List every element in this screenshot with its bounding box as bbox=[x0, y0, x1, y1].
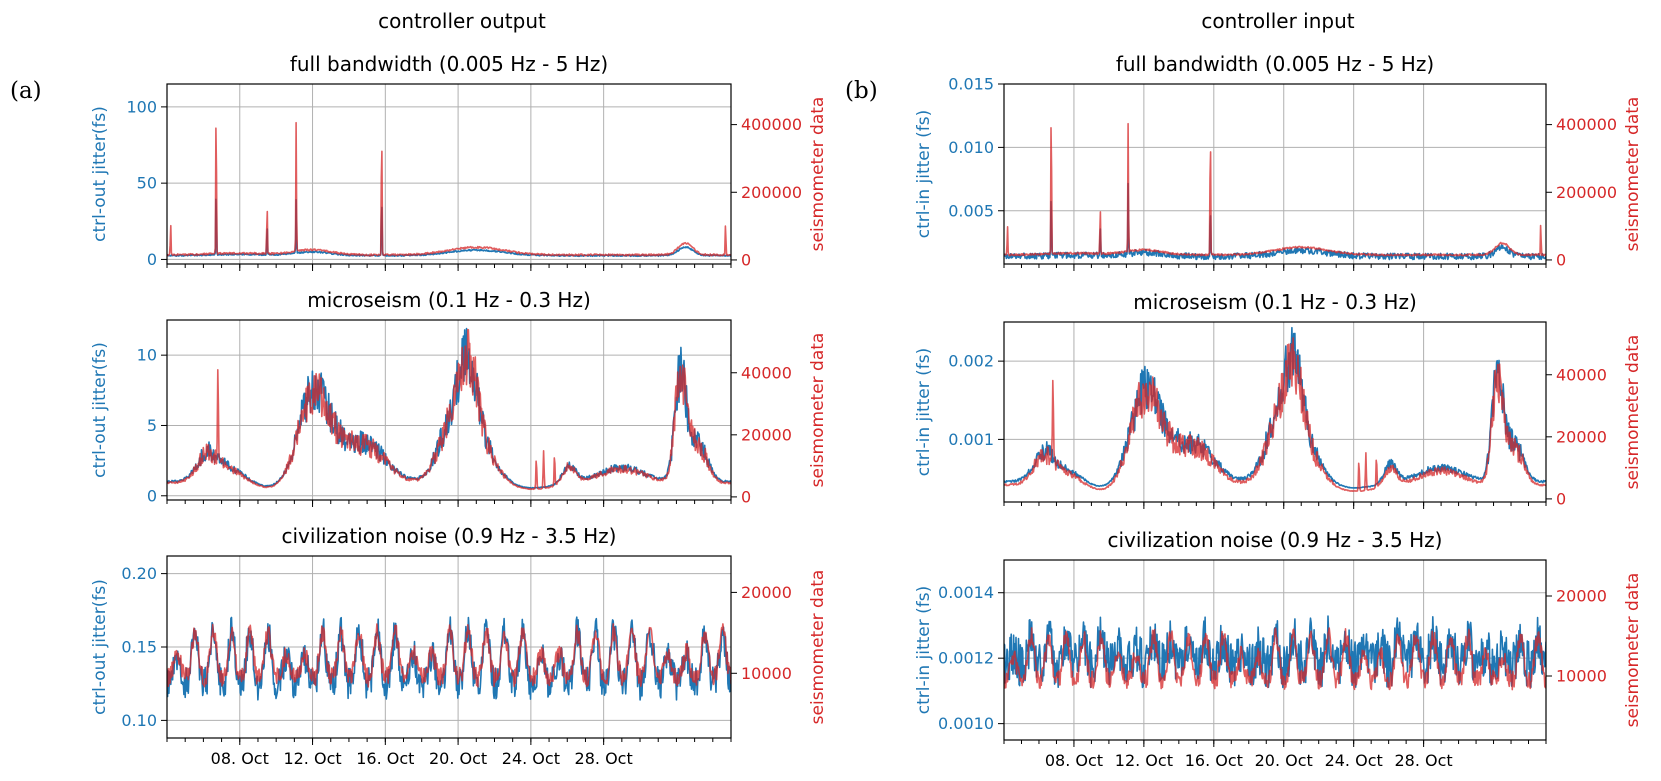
series-line-seismometer bbox=[1004, 627, 1546, 691]
x-tick-label: 28. Oct bbox=[575, 749, 633, 768]
y-left-tick-label: 0.010 bbox=[948, 138, 994, 157]
y-right-tick-label: 0 bbox=[741, 250, 751, 269]
y-left-tick-label: 100 bbox=[126, 97, 157, 116]
axes-frame bbox=[1003, 559, 1547, 741]
y-right-tick-label: 20000 bbox=[741, 583, 792, 602]
y-right-tick-label: 40000 bbox=[741, 363, 792, 382]
y-left-tick-label: 0.002 bbox=[948, 352, 994, 371]
x-tick-label: 24. Oct bbox=[1325, 751, 1383, 770]
axes-frame bbox=[1003, 83, 1547, 265]
chart-a1: full bandwidth (0.005 Hz - 5 Hz) 0 50 100 0 2… bbox=[90, 52, 828, 271]
y-axis-label-left: ctrl-out jitter(fs) bbox=[90, 579, 110, 715]
series-line-seismometer bbox=[167, 328, 731, 491]
y-right-tick-label: 40000 bbox=[1556, 365, 1607, 384]
y-left-tick-label: 0.005 bbox=[948, 201, 994, 220]
axes-frame bbox=[1003, 321, 1547, 503]
x-tick-label: 12. Oct bbox=[283, 749, 341, 768]
series-line-jitter bbox=[1004, 326, 1546, 489]
y-left-tick-label: 0.0012 bbox=[938, 649, 994, 668]
y-axis-label-left: ctrl-out jitter(fs) bbox=[90, 342, 110, 478]
y-axis-label-left: ctrl-in jitter (fs) bbox=[914, 586, 934, 715]
x-tick-label: 16. Oct bbox=[356, 749, 414, 768]
chart-title-b2: microseism (0.1 Hz - 0.3 Hz) bbox=[1133, 290, 1417, 314]
y-left-tick-label: 0.0010 bbox=[938, 714, 994, 733]
y-left-tick-label: 0.001 bbox=[948, 430, 994, 449]
column-title-input: controller input bbox=[1201, 9, 1354, 33]
y-axis-label-right: seismometer data bbox=[808, 333, 828, 488]
y-left-tick-label: 10 bbox=[137, 346, 157, 365]
plot-area: full bandwidth (0.005 Hz - 5 Hz)05010002… bbox=[90, 52, 1643, 770]
y-left-tick-label: 50 bbox=[137, 174, 157, 193]
y-left-tick-label: 0.0014 bbox=[938, 583, 994, 602]
panel-label-b: (b) bbox=[845, 78, 878, 104]
y-right-tick-label: 400000 bbox=[1556, 115, 1617, 134]
series-line-jitter bbox=[1004, 182, 1546, 261]
x-tick-label: 20. Oct bbox=[1255, 751, 1313, 770]
chart-b3: civilization noise (0.9 Hz - 3.5 Hz) 08. … bbox=[914, 528, 1643, 770]
y-right-tick-label: 200000 bbox=[741, 183, 802, 202]
chart-title-a1: full bandwidth (0.005 Hz - 5 Hz) bbox=[290, 52, 608, 76]
y-right-tick-label: 0 bbox=[1556, 489, 1566, 508]
y-left-tick-label: 0 bbox=[147, 486, 157, 505]
column-title-output: controller output bbox=[378, 9, 546, 33]
chart-title-b3: civilization noise (0.9 Hz - 3.5 Hz) bbox=[1108, 528, 1443, 552]
axes-frame bbox=[166, 555, 732, 739]
series-line-seismometer bbox=[167, 623, 731, 688]
y-axis-label-right: seismometer data bbox=[1623, 573, 1643, 728]
y-left-tick-label: 0.15 bbox=[121, 638, 157, 657]
x-tick-label: 12. Oct bbox=[1115, 751, 1173, 770]
x-tick-label: 08. Oct bbox=[211, 749, 269, 768]
y-left-tick-label: 0.20 bbox=[121, 564, 157, 583]
y-axis-label-right: seismometer data bbox=[808, 570, 828, 725]
y-axis-label-left: ctrl-out jitter(fs) bbox=[90, 106, 110, 242]
chart-a3: civilization noise (0.9 Hz - 3.5 Hz) 08. … bbox=[90, 524, 828, 768]
series-line-seismometer bbox=[167, 121, 731, 257]
y-left-tick-label: 0.10 bbox=[121, 711, 157, 730]
panel-label-a: (a) bbox=[10, 78, 42, 104]
axes-frame bbox=[166, 83, 732, 265]
y-right-tick-label: 20000 bbox=[741, 425, 792, 444]
y-right-tick-label: 0 bbox=[741, 487, 751, 506]
series-line-seismometer bbox=[1004, 122, 1546, 257]
y-axis-label-right: seismometer data bbox=[808, 97, 828, 252]
y-axis-label-right: seismometer data bbox=[1623, 97, 1643, 252]
y-right-tick-label: 10000 bbox=[1556, 667, 1607, 686]
y-left-tick-label: 0.015 bbox=[948, 75, 994, 94]
chart-a2: microseism (0.1 Hz - 0.3 Hz) 0 5 10 0 20000 40… bbox=[90, 288, 828, 507]
series-line-jitter bbox=[167, 198, 731, 258]
y-axis-label-right: seismometer data bbox=[1623, 335, 1643, 490]
y-right-tick-label: 10000 bbox=[741, 664, 792, 683]
axes-frame bbox=[166, 319, 732, 501]
x-tick-label: 28. Oct bbox=[1395, 751, 1453, 770]
x-tick-label: 16. Oct bbox=[1185, 751, 1243, 770]
y-axis-label-left: ctrl-in jitter (fs) bbox=[914, 110, 934, 239]
y-left-tick-label: 5 bbox=[147, 416, 157, 435]
series-line-seismometer bbox=[1004, 337, 1546, 492]
y-axis-label-left: ctrl-in jitter (fs) bbox=[914, 348, 934, 477]
chart-title-a2: microseism (0.1 Hz - 0.3 Hz) bbox=[307, 288, 591, 312]
y-right-tick-label: 20000 bbox=[1556, 587, 1607, 606]
x-tick-label: 08. Oct bbox=[1045, 751, 1103, 770]
chart-b1: full bandwidth (0.005 Hz - 5 Hz) 0.005 0.0… bbox=[914, 52, 1643, 271]
y-right-tick-label: 200000 bbox=[1556, 183, 1617, 202]
chart-b2: microseism (0.1 Hz - 0.3 Hz) 0.001 0.002 0 2… bbox=[914, 290, 1643, 509]
x-tick-label: 20. Oct bbox=[429, 749, 487, 768]
y-right-tick-label: 0 bbox=[1556, 250, 1566, 269]
y-right-tick-label: 400000 bbox=[741, 115, 802, 134]
y-left-tick-label: 0 bbox=[147, 250, 157, 269]
chart-title-a3: civilization noise (0.9 Hz - 3.5 Hz) bbox=[282, 524, 617, 548]
chart-title-b1: full bandwidth (0.005 Hz - 5 Hz) bbox=[1116, 52, 1434, 76]
x-tick-label: 24. Oct bbox=[502, 749, 560, 768]
y-right-tick-label: 20000 bbox=[1556, 427, 1607, 446]
